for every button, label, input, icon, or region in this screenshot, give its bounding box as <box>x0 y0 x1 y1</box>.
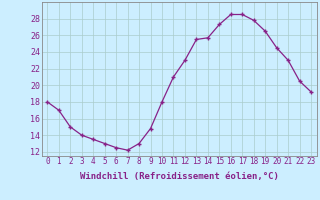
X-axis label: Windchill (Refroidissement éolien,°C): Windchill (Refroidissement éolien,°C) <box>80 172 279 181</box>
